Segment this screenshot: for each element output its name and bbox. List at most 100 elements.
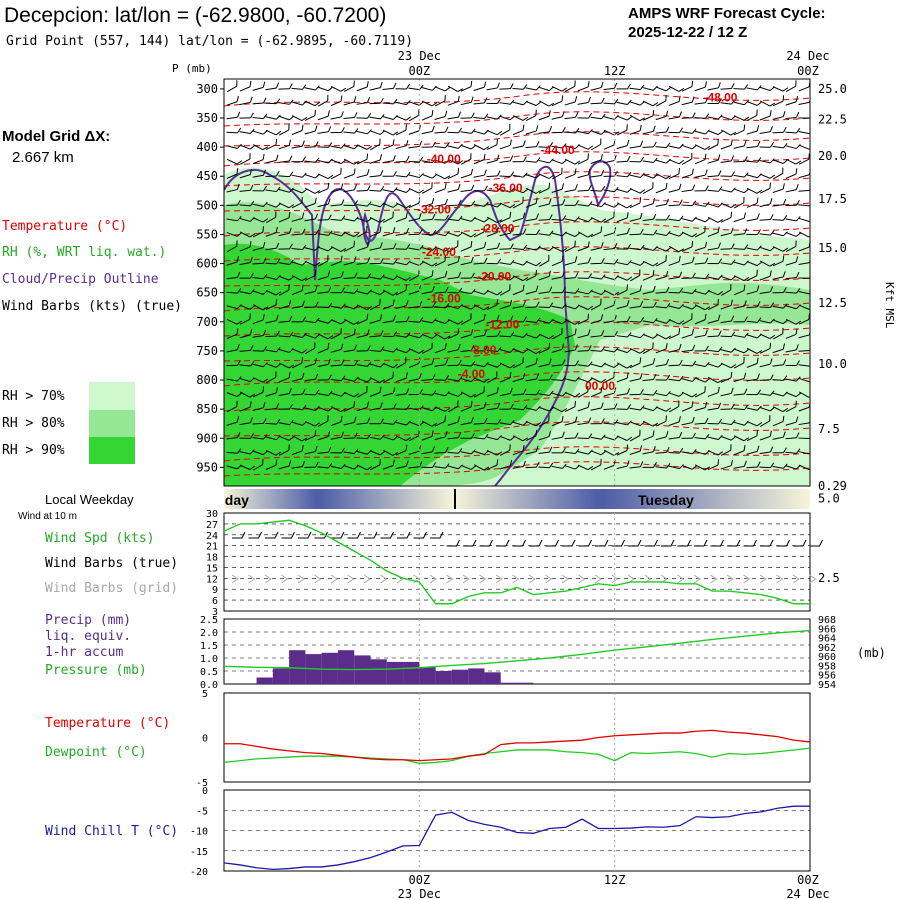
wind-barb (330, 431, 344, 440)
wind-barb-feather (496, 138, 498, 145)
wind-barb (343, 448, 359, 455)
wind-barb-feather (562, 375, 567, 381)
wind-barb (343, 158, 360, 165)
wind-barb-shaft (278, 289, 290, 296)
wind-barb-feather (236, 183, 240, 190)
wind-barb-feather (353, 321, 360, 325)
wind-barb-shaft (447, 218, 459, 222)
grid-barb (545, 574, 553, 584)
wind-barb-feather (275, 82, 280, 89)
true-barb (776, 539, 790, 547)
wind-barb (772, 86, 789, 92)
precip-bar (484, 672, 501, 684)
wind-barb-shaft (577, 262, 589, 265)
wind-barb-shaft (382, 87, 394, 90)
pressure-tick-label: 600 (196, 257, 218, 271)
wind-barb-feather (782, 327, 784, 334)
wind-barb-feather (717, 386, 720, 393)
wind-barb-shaft (512, 115, 524, 121)
wind-barb-feather (691, 313, 693, 320)
wind-barb (343, 344, 358, 353)
wind-barb-shaft (642, 160, 654, 164)
wind-barb (564, 231, 581, 237)
wind-barb-feather (653, 318, 658, 324)
wind-barb-feather (510, 419, 515, 425)
temperature-isotherm (224, 461, 810, 477)
wind-barb (642, 141, 657, 148)
wind-barb-shaft (486, 392, 498, 397)
wind-barb (590, 97, 605, 105)
wind-barb-feather (522, 372, 526, 379)
wind-barb-feather (341, 303, 346, 309)
wind-barb (239, 231, 256, 238)
wind-barb-shaft (772, 276, 784, 280)
wind-barb-feather (262, 362, 268, 368)
wind-barb-feather (757, 157, 762, 163)
temp-tick-label: 0 (202, 734, 208, 745)
wind-barb-shaft (369, 464, 381, 471)
wind-barb (369, 217, 386, 223)
wind-barb-shaft (473, 363, 485, 368)
wind-barb-shaft (291, 305, 303, 309)
wind-barb (421, 462, 437, 468)
wind-barb-shaft (681, 304, 693, 310)
wind-barb (577, 289, 593, 295)
wind-barb-feather (445, 463, 450, 469)
wind-barb-feather (769, 430, 772, 437)
wind-barb-feather (275, 131, 282, 136)
wind-barb-shaft (772, 100, 784, 107)
wind-barb (720, 331, 736, 338)
precip-tick-label: 0.5 (200, 667, 218, 678)
wind-barb-feather (678, 431, 683, 438)
wind-barb (369, 81, 383, 91)
wind-barb-shaft (746, 363, 758, 368)
wind-barb (759, 446, 774, 455)
grid-barb (297, 574, 305, 584)
wind-barb-feather (639, 445, 643, 452)
wind-barb-feather (796, 376, 801, 382)
wind-barb (226, 288, 242, 294)
wind-barb (772, 406, 789, 413)
true-barb (380, 531, 394, 539)
temperature-isotherm (224, 111, 810, 127)
temp-label: Temperature (°C) (45, 716, 170, 731)
wind-barb-feather (704, 226, 706, 232)
wind-barb-feather (444, 255, 446, 262)
wind-barb-shaft (785, 378, 797, 382)
wind-barb (278, 403, 293, 410)
wind-barb (395, 460, 409, 470)
wind-barb-feather (314, 373, 319, 380)
wind-barb (525, 285, 539, 295)
wind-barb (603, 242, 618, 251)
wind-barb-shaft (343, 437, 355, 440)
wind-barb (317, 358, 331, 368)
bottom-hour-label: 12Z (604, 873, 626, 887)
wind-barb-feather (483, 314, 486, 320)
wind-barb-feather (692, 200, 697, 206)
wind-barb-shaft (642, 115, 654, 121)
grid-barb (792, 574, 800, 584)
wind-barb-shaft (512, 188, 524, 194)
wind-barb-feather (743, 437, 750, 442)
wind-barb (369, 226, 382, 238)
wind-barb-shaft (798, 318, 810, 325)
wind-barb-feather (756, 285, 760, 292)
wind-barb-shaft (720, 435, 732, 441)
wind-barb-shaft (642, 320, 654, 324)
wind-barb-shaft (577, 86, 589, 92)
windchill-panel: 0-5-10-15-20 (190, 786, 811, 878)
wind-barb (343, 432, 358, 440)
wind-barb-feather (574, 400, 576, 407)
wind-barb-feather (497, 170, 501, 177)
wind-barb (616, 99, 632, 105)
wind-barb (733, 444, 746, 456)
wind-barb (512, 275, 529, 282)
wind-barb-feather (393, 98, 398, 105)
wind-barb-shaft (590, 217, 602, 223)
true-barb (364, 531, 378, 539)
wind-barb-feather (730, 131, 737, 136)
wind-barb (681, 328, 695, 339)
wind-barb-shaft (239, 349, 251, 352)
wind-barb (382, 227, 396, 237)
